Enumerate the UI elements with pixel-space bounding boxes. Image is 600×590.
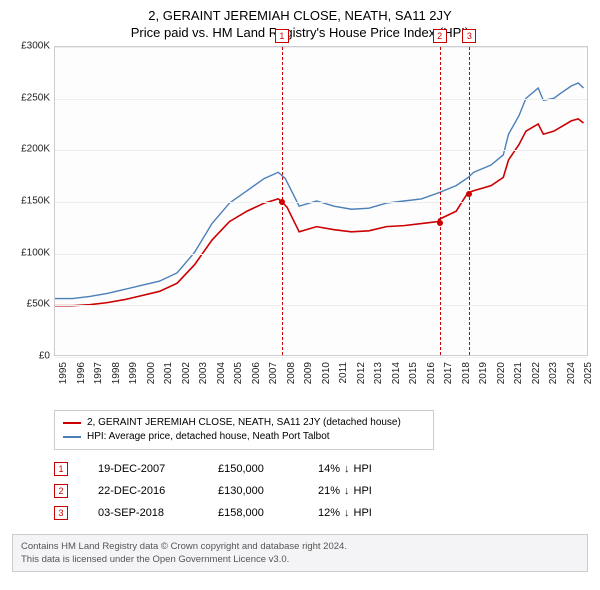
sale-marker-dot — [466, 191, 472, 197]
x-tick-label: 2001 — [163, 362, 174, 384]
arrow-down-icon: ↓ — [344, 502, 350, 524]
arrow-down-icon: ↓ — [344, 480, 350, 502]
grid-line — [55, 202, 587, 203]
sale-delta-pct: 21% — [318, 480, 340, 502]
y-tick-label: £300K — [12, 41, 50, 52]
sale-row-marker: 2 — [54, 484, 68, 498]
x-tick-label: 1997 — [93, 362, 104, 384]
x-tick-label: 2009 — [303, 362, 314, 384]
sale-marker-line — [440, 47, 441, 355]
sale-price: £158,000 — [218, 502, 288, 524]
y-tick-label: £100K — [12, 247, 50, 258]
x-tick-label: 2017 — [443, 362, 454, 384]
sale-marker-label: 2 — [433, 29, 447, 43]
sale-delta-vs: HPI — [354, 502, 372, 524]
x-tick-label: 2011 — [338, 362, 349, 384]
sale-delta-pct: 14% — [318, 458, 340, 480]
x-tick-label: 2012 — [356, 362, 367, 384]
grid-line — [55, 99, 587, 100]
sale-marker-line — [469, 47, 470, 355]
sale-delta: 14%↓HPI — [318, 458, 408, 480]
sale-marker-dot — [437, 220, 443, 226]
sale-date: 03-SEP-2018 — [98, 502, 188, 524]
x-tick-label: 2023 — [548, 362, 559, 384]
arrow-down-icon: ↓ — [344, 458, 350, 480]
sale-row: 1 19-DEC-2007 £150,000 14%↓HPI — [54, 458, 588, 480]
series-svg — [55, 47, 587, 355]
y-tick-label: £0 — [12, 351, 50, 362]
chart-container: 2, GERAINT JEREMIAH CLOSE, NEATH, SA11 2… — [0, 0, 600, 580]
title-main: 2, GERAINT JEREMIAH CLOSE, NEATH, SA11 2… — [12, 8, 588, 23]
sale-delta-pct: 12% — [318, 502, 340, 524]
plot-region: 123 — [54, 46, 588, 356]
sale-delta: 21%↓HPI — [318, 480, 408, 502]
x-tick-label: 2018 — [461, 362, 472, 384]
y-tick-label: £200K — [12, 144, 50, 155]
x-tick-label: 1998 — [111, 362, 122, 384]
y-tick-label: £50K — [12, 299, 50, 310]
x-tick-label: 2003 — [198, 362, 209, 384]
x-tick-label: 2006 — [251, 362, 262, 384]
attribution-box: Contains HM Land Registry data © Crown c… — [12, 534, 588, 572]
x-tick-label: 2000 — [146, 362, 157, 384]
x-tick-label: 1996 — [76, 362, 87, 384]
x-tick-label: 2002 — [181, 362, 192, 384]
attribution-l1: Contains HM Land Registry data © Crown c… — [21, 540, 579, 553]
legend-label: HPI: Average price, detached house, Neat… — [87, 430, 330, 444]
y-tick-label: £250K — [12, 92, 50, 103]
x-tick-label: 2014 — [391, 362, 402, 384]
x-tick-label: 2025 — [583, 362, 594, 384]
series-hpi — [55, 83, 584, 299]
sale-marker-label: 3 — [462, 29, 476, 43]
x-tick-label: 2004 — [216, 362, 227, 384]
sale-marker-label: 1 — [275, 29, 289, 43]
sale-row: 3 03-SEP-2018 £158,000 12%↓HPI — [54, 502, 588, 524]
sale-row-marker: 1 — [54, 462, 68, 476]
x-tick-label: 2008 — [286, 362, 297, 384]
x-tick-label: 1995 — [58, 362, 69, 384]
grid-line — [55, 150, 587, 151]
grid-line — [55, 254, 587, 255]
sale-marker-dot — [279, 199, 285, 205]
grid-line — [55, 47, 587, 48]
sale-date: 22-DEC-2016 — [98, 480, 188, 502]
title-sub: Price paid vs. HM Land Registry's House … — [12, 25, 588, 40]
sales-table: 119-DEC-2007£150,00014%↓HPI222-DEC-2016£… — [54, 458, 588, 524]
x-tick-label: 2015 — [408, 362, 419, 384]
grid-line — [55, 357, 587, 358]
x-tick-label: 2019 — [478, 362, 489, 384]
sale-price: £130,000 — [218, 480, 288, 502]
x-tick-label: 2005 — [233, 362, 244, 384]
x-tick-label: 2013 — [373, 362, 384, 384]
sale-delta-vs: HPI — [354, 480, 372, 502]
sale-delta-vs: HPI — [354, 458, 372, 480]
sale-delta: 12%↓HPI — [318, 502, 408, 524]
grid-line — [55, 305, 587, 306]
legend-row: HPI: Average price, detached house, Neat… — [63, 430, 425, 444]
x-tick-label: 2016 — [426, 362, 437, 384]
chart-area: 123 £0£50K£100K£150K£200K£250K£300K19951… — [12, 46, 588, 406]
legend-swatch — [63, 422, 81, 424]
attribution-l2: This data is licensed under the Open Gov… — [21, 553, 579, 566]
x-tick-label: 2021 — [513, 362, 524, 384]
x-tick-label: 2024 — [566, 362, 577, 384]
sale-row: 2 22-DEC-2016 £130,000 21%↓HPI — [54, 480, 588, 502]
legend: 2, GERAINT JEREMIAH CLOSE, NEATH, SA11 2… — [54, 410, 434, 450]
legend-swatch — [63, 436, 81, 438]
sale-price: £150,000 — [218, 458, 288, 480]
sale-date: 19-DEC-2007 — [98, 458, 188, 480]
y-tick-label: £150K — [12, 196, 50, 207]
x-tick-label: 2007 — [268, 362, 279, 384]
x-tick-label: 1999 — [128, 362, 139, 384]
x-tick-label: 2020 — [496, 362, 507, 384]
x-tick-label: 2022 — [531, 362, 542, 384]
legend-label: 2, GERAINT JEREMIAH CLOSE, NEATH, SA11 2… — [87, 416, 401, 430]
sale-row-marker: 3 — [54, 506, 68, 520]
title-block: 2, GERAINT JEREMIAH CLOSE, NEATH, SA11 2… — [12, 8, 588, 40]
legend-row: 2, GERAINT JEREMIAH CLOSE, NEATH, SA11 2… — [63, 416, 425, 430]
series-property — [55, 119, 584, 306]
x-tick-label: 2010 — [321, 362, 332, 384]
